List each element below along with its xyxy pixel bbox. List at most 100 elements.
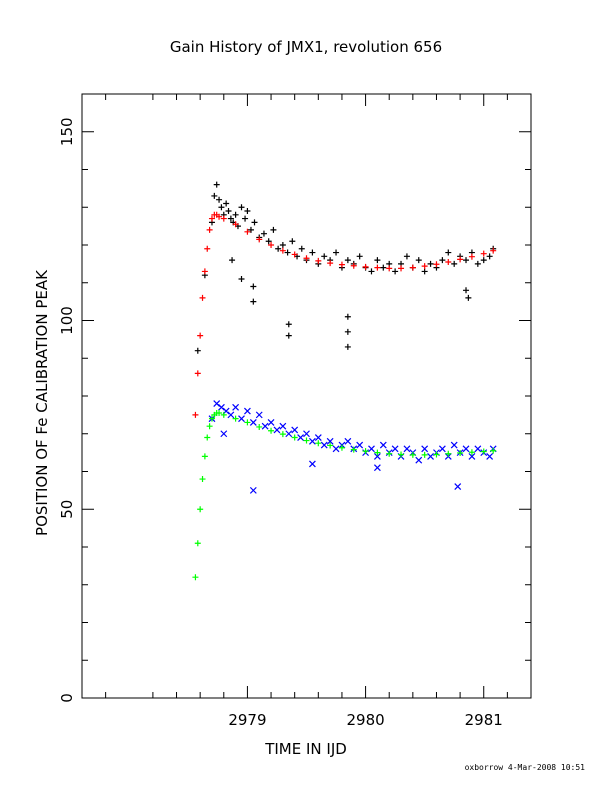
data-point xyxy=(454,483,462,491)
data-point xyxy=(463,257,470,264)
data-point xyxy=(251,219,258,226)
data-point xyxy=(268,427,275,434)
x-tick-label: 2979 xyxy=(228,711,266,729)
data-point xyxy=(439,257,446,264)
data-point xyxy=(204,245,211,252)
data-point xyxy=(279,431,286,438)
data-point xyxy=(463,287,470,294)
data-point xyxy=(216,196,223,203)
data-points xyxy=(192,181,497,581)
data-point xyxy=(326,437,334,445)
data-point xyxy=(445,249,452,256)
data-point xyxy=(320,441,328,449)
data-point xyxy=(238,415,245,423)
data-point xyxy=(450,441,458,449)
data-point xyxy=(308,437,316,445)
data-point xyxy=(344,437,352,445)
data-point xyxy=(438,445,446,453)
data-point xyxy=(474,260,481,267)
data-point xyxy=(213,181,220,188)
data-point xyxy=(192,574,199,581)
data-point xyxy=(208,215,215,222)
data-point xyxy=(373,452,381,460)
data-point xyxy=(201,268,208,275)
data-point xyxy=(344,313,351,320)
x-tick-label: 2981 xyxy=(465,711,503,729)
data-point xyxy=(338,444,345,451)
data-point xyxy=(229,257,236,264)
x-axis-label: TIME IN IJD xyxy=(264,740,347,758)
data-point xyxy=(249,486,257,494)
data-point xyxy=(275,245,282,252)
data-point xyxy=(427,260,434,267)
data-point xyxy=(409,264,416,271)
data-point xyxy=(344,343,351,350)
data-point xyxy=(247,226,254,233)
data-point xyxy=(279,422,287,430)
data-point xyxy=(308,460,316,468)
series-1 xyxy=(192,211,497,418)
data-point xyxy=(391,445,399,453)
data-point xyxy=(265,238,272,245)
data-point xyxy=(218,204,225,211)
data-point xyxy=(249,419,257,426)
data-point xyxy=(398,265,405,272)
data-point xyxy=(225,208,232,215)
data-point xyxy=(232,415,239,422)
data-point xyxy=(244,208,251,215)
y-axis-label: POSITION OF Fe CALIBRATION PEAK xyxy=(33,269,51,536)
data-point xyxy=(362,448,369,455)
chart-title: Gain History of JMX1, revolution 656 xyxy=(170,38,442,56)
data-point xyxy=(415,257,422,264)
data-point xyxy=(380,264,387,271)
data-point xyxy=(223,200,230,207)
data-point xyxy=(285,430,293,438)
data-point xyxy=(255,411,263,419)
data-point xyxy=(250,283,257,290)
data-point xyxy=(250,298,257,305)
data-point xyxy=(216,213,223,220)
data-point xyxy=(208,415,215,422)
data-point xyxy=(344,328,351,335)
series-3 xyxy=(192,409,497,581)
data-point xyxy=(374,449,381,456)
data-point xyxy=(197,506,204,513)
data-point xyxy=(303,255,310,262)
data-point xyxy=(289,238,296,245)
data-point xyxy=(373,464,381,472)
data-point xyxy=(192,411,199,418)
data-point xyxy=(333,249,340,256)
data-point xyxy=(427,452,434,460)
data-point xyxy=(474,445,482,453)
data-point xyxy=(403,445,411,453)
data-point xyxy=(350,262,357,269)
data-point xyxy=(457,450,464,457)
data-point xyxy=(433,451,440,458)
series-2 xyxy=(208,400,497,494)
data-point xyxy=(386,450,393,457)
data-point xyxy=(409,451,416,458)
data-point xyxy=(362,263,369,270)
data-point xyxy=(273,426,281,434)
data-point xyxy=(216,409,223,416)
data-point xyxy=(298,245,305,252)
data-point xyxy=(260,230,267,237)
data-point xyxy=(197,332,204,339)
data-point xyxy=(220,411,227,418)
data-point xyxy=(486,253,493,260)
data-point xyxy=(327,442,334,449)
axis-ticks: 2979 2980 2981 0 50 100 150 xyxy=(58,94,532,729)
data-point xyxy=(242,215,249,222)
data-point xyxy=(211,192,218,199)
data-point xyxy=(433,261,440,268)
y-tick-label: 150 xyxy=(58,117,76,146)
data-point xyxy=(227,411,235,419)
data-point xyxy=(468,253,475,260)
data-point xyxy=(374,264,381,271)
series-0 xyxy=(194,181,497,354)
data-point xyxy=(421,451,428,458)
data-point xyxy=(309,249,316,256)
data-point xyxy=(356,253,363,260)
data-point xyxy=(356,441,364,449)
data-point xyxy=(199,294,206,301)
